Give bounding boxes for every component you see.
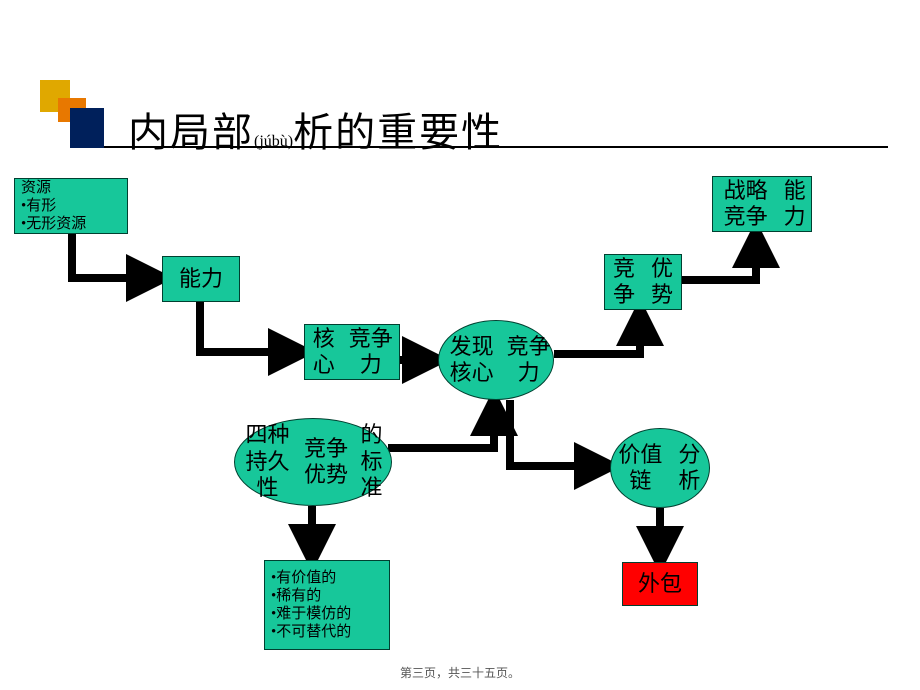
- title-pinyin: (júbù): [254, 133, 293, 150]
- title-suffix: 析的重要性: [293, 110, 503, 155]
- node-bullets: •有价值的•稀有的•难于模仿的•不可替代的: [264, 560, 390, 650]
- node-discover: 发现核心竞争力: [438, 320, 554, 400]
- node-advantage: 竞争优势: [604, 254, 682, 310]
- node-outsource: 外包: [622, 562, 698, 606]
- edge-discover-valuechain: [510, 400, 606, 466]
- slide-title: 内局部(júbù)析的重要性: [128, 100, 503, 158]
- deco-navy-block: [70, 108, 104, 148]
- node-resource: 资源•有形•无形资源: [14, 178, 128, 234]
- edge-advantage-strategy: [682, 236, 756, 280]
- edge-discover-advantage: [554, 314, 640, 354]
- node-core: 核心竞争力: [304, 324, 400, 380]
- title-prefix: 内局部: [128, 110, 254, 155]
- node-ability: 能力: [162, 256, 240, 302]
- node-criteria: 四种持久性竞争优势的标准: [234, 418, 392, 506]
- page-footer: 第三页，共三十五页。: [360, 664, 560, 681]
- edge-ability-core: [200, 302, 300, 352]
- node-valuechain: 价值链分析: [610, 428, 710, 508]
- diagram-canvas: 内局部(júbù)析的重要性 资源•有形•无形资源能力核心竞争力发现核心竞争力四…: [0, 0, 920, 690]
- edge-criteria-discover: [388, 404, 494, 448]
- edge-resource-ability: [72, 234, 158, 278]
- node-strategy: 战略竞争能力: [712, 176, 812, 232]
